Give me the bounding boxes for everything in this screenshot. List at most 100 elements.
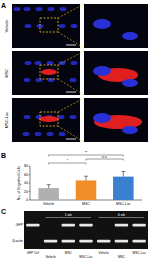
engrafted-cell	[41, 69, 57, 75]
y-tick	[29, 174, 31, 175]
error-cap	[47, 184, 51, 185]
band	[62, 240, 75, 243]
scale-bar	[66, 139, 76, 140]
nucleus	[59, 24, 66, 28]
lane-label: MSC-Luc	[79, 255, 93, 259]
nucleus	[70, 115, 77, 119]
nucleus	[36, 78, 43, 82]
row-label: MSC	[4, 68, 9, 77]
y-tick-label: 0	[26, 198, 28, 202]
nucleus	[60, 7, 67, 11]
nucleus	[23, 132, 30, 136]
gel	[24, 211, 148, 249]
y-tick	[29, 183, 31, 184]
panel-label: A	[1, 2, 6, 9]
nucleus	[47, 61, 54, 65]
y-tick-label: 40	[24, 181, 28, 185]
y-tick-label: 20	[24, 190, 28, 194]
scale-bar	[66, 92, 76, 93]
band	[79, 240, 92, 243]
lane-label: MSC-Luc	[132, 251, 146, 255]
band	[115, 240, 128, 243]
group-label: 1 wk	[65, 213, 72, 217]
y-tick-label: 60	[24, 173, 28, 177]
micrograph-zoom	[84, 4, 148, 48]
scale-bar	[66, 45, 76, 46]
nucleus	[25, 24, 32, 28]
y-tick-label: 80	[24, 164, 28, 168]
y-tick	[29, 191, 31, 192]
zoom-line	[58, 79, 84, 95]
micrograph	[12, 4, 80, 48]
band	[44, 240, 57, 243]
nucleus	[59, 132, 66, 136]
band	[132, 240, 145, 243]
y-tick	[29, 200, 31, 201]
bar	[113, 177, 134, 200]
bars	[38, 172, 133, 200]
zoom-box	[40, 112, 58, 126]
nucleus	[24, 78, 31, 82]
bar	[76, 180, 97, 200]
group-label: 4 wk	[118, 213, 125, 217]
band	[132, 224, 145, 227]
error-bar	[86, 176, 87, 180]
panel-label: C	[1, 208, 6, 215]
nucleus-zoom	[122, 79, 138, 87]
nucleus	[24, 7, 31, 11]
error-bar	[48, 185, 49, 188]
band	[79, 224, 92, 227]
group-line	[99, 217, 144, 218]
micrograph-zoom	[84, 98, 148, 142]
x-tick-label: Vehicle	[43, 202, 54, 206]
lane-label: Vehicle	[45, 255, 56, 259]
nucleus	[48, 7, 55, 11]
nucleus	[24, 115, 31, 119]
nucleus	[71, 24, 78, 28]
engrafted-cell	[39, 116, 59, 122]
bar	[38, 188, 59, 200]
zoom-line	[58, 126, 84, 142]
lane-label: Vehicle	[99, 251, 110, 255]
x-tick-label: MSC-Luc	[116, 202, 131, 206]
group-line	[46, 217, 91, 218]
nucleus	[25, 61, 32, 65]
zoom-box	[40, 18, 58, 32]
row-label: β-actin	[12, 239, 23, 243]
x-tick-label: MSC	[82, 202, 90, 206]
band	[97, 240, 110, 243]
nucleus-zoom	[93, 66, 111, 76]
band	[115, 224, 128, 227]
nucleus	[35, 61, 42, 65]
nucleus	[35, 132, 42, 136]
y-tick	[29, 166, 31, 167]
row-label: GFP	[16, 223, 24, 227]
sig-label: **	[85, 151, 88, 155]
nucleus-zoom	[122, 32, 138, 40]
zoom-line	[58, 98, 84, 112]
zoom-line	[58, 32, 84, 48]
nucleus	[47, 132, 54, 136]
zoom-box	[40, 65, 58, 79]
nucleus	[70, 78, 77, 82]
sig-label: n.s.	[102, 155, 108, 159]
nucleus-zoom	[93, 113, 111, 123]
zoom-line	[58, 51, 84, 65]
y-axis	[30, 166, 31, 200]
row-label: MSC-Luc	[4, 112, 9, 129]
zoom-line	[58, 4, 84, 18]
nucleus	[14, 7, 21, 11]
error-bar	[123, 172, 124, 177]
lane-label: MSC	[118, 255, 126, 259]
nucleus	[71, 61, 78, 65]
nucleus	[36, 7, 43, 11]
nucleus-zoom	[122, 126, 138, 134]
row-label: Vehicle	[4, 19, 9, 33]
panel-label: B	[1, 152, 6, 159]
micrograph-zoom	[84, 51, 148, 95]
error-cap	[121, 171, 125, 172]
sig-label: *	[67, 159, 69, 163]
nucleus-zoom	[93, 19, 111, 29]
y-axis-label: No. of Engrafted Cells	[17, 166, 21, 200]
error-cap	[84, 176, 88, 177]
